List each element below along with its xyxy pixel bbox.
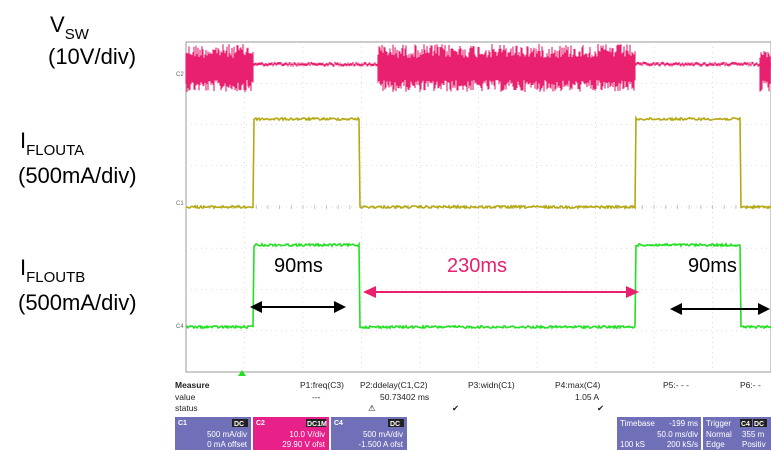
trigger-coupling: DC [754,421,764,428]
ifloutb-label: IFLOUTB [20,255,85,286]
channel-box-c2-coupling: DC1M [307,421,327,428]
timebase-delay: -199 ms [669,419,698,428]
channel-box-c1-scale: 500 mA/div [207,430,247,439]
annotation-90ms-left: 90ms [274,255,323,277]
channel-box-c1-offset: 0 mA offset [207,440,248,449]
iflouta-symbol: I [20,128,26,153]
iflouta-subscript: FLOUTA [26,142,84,159]
channel-tag-c4: C4 [176,324,184,330]
arrow-90ms-right [670,303,770,315]
arrow-90ms-left [250,301,346,313]
ifloutb-symbol: I [20,255,26,280]
iflouta-trace-path [185,115,771,211]
channel-box-c1-coupling: DC [234,421,244,428]
trigger-type: Edge [706,440,725,449]
timebase-rate: 200 kS/s [667,440,698,449]
trace-iflouta [185,115,771,211]
measure-table: Measure P1:freq(C3) P2:ddelay(C1,C2) P3:… [175,380,761,413]
timebase-box[interactable]: Timebase -199 ms 50.0 ms/div 100 kS 200 … [617,417,701,450]
measure-p1-value: --- [312,392,321,402]
iflouta-scale-label: (500mA/div) [18,163,137,188]
vsw-scale-label: (10V/div) [48,44,136,69]
channel-tag-c1: C1 [176,201,184,207]
measure-p4-status-icon: ✔ [597,403,604,413]
trace-vsw [185,44,771,92]
channel-box-c4-scale: 500 mA/div [363,430,403,439]
arrow-230ms [363,286,639,298]
timebase-label: Timebase [620,419,655,428]
measure-p3-status-icon: ✔ [452,403,459,413]
trigger-marker [238,370,246,376]
trigger-box[interactable]: Trigger C4 DC Normal 355 m Edge Positiv [703,417,771,450]
channel-box-c1[interactable]: C1 DC 500 mA/div 0 mA offset [175,417,251,450]
vsw-label: VSW [50,12,90,43]
measure-status-label: status [175,403,198,413]
channel-box-c2[interactable]: C2 DC1M 10.0 V/div 29.90 V ofst [253,417,329,450]
measure-p3-header[interactable]: P3:widn(C1) [468,380,515,390]
measure-p4-value: 1.05 A [575,392,599,402]
trigger-slope: Positiv [742,440,766,449]
channel-box-c4-coupling: DC [390,421,400,428]
measure-p2-header[interactable]: P2:ddelay(C1,C2) [360,380,428,390]
trace-ifloutb [185,241,771,330]
ifloutb-subscript: FLOUTB [26,269,85,286]
channel-box-c4-offset: -1.500 A ofst [359,440,404,449]
timebase-scale: 50.0 ms/div [657,430,698,439]
ifloutb-scale-label: (500mA/div) [18,290,137,315]
measure-value-label: value [175,392,196,402]
annotation-90ms-right: 90ms [688,255,737,277]
channel-box-c2-offset: 29.90 V ofst [282,440,325,449]
iflouta-label: IFLOUTA [20,128,84,159]
trigger-mode: Normal [706,430,732,439]
channel-box-c1-name: C1 [178,420,187,427]
channel-box-c4-name: C4 [334,420,343,427]
trigger-source: C4 [741,421,750,428]
channel-box-c4[interactable]: C4 DC 500 mA/div -1.500 A ofst [331,417,407,450]
channel-tag-c2: C2 [176,72,184,78]
ifloutb-trace-path [185,241,771,330]
channel-box-c2-name: C2 [256,420,265,427]
channel-box-c2-scale: 10.0 V/div [289,430,325,439]
timebase-samples: 100 kS [620,440,645,449]
vsw-trace-path [185,44,771,92]
measure-p4-header[interactable]: P4:max(C4) [555,380,601,390]
measure-p5-header[interactable]: P5:- - - [663,380,689,390]
measure-p1-header[interactable]: P1:freq(C3) [300,380,344,390]
measure-p2-status-icon: ⚠ [368,403,376,413]
vsw-symbol: V [50,12,65,37]
measure-p6-header[interactable]: P6:- - [740,380,761,390]
vsw-subscript: SW [65,26,90,43]
trigger-label: Trigger [706,419,731,428]
trigger-level: 355 m [742,430,765,439]
measure-header: Measure [175,380,210,390]
annotation-230ms: 230ms [447,255,507,277]
measure-p2-value: 50.73402 ms [380,392,429,402]
